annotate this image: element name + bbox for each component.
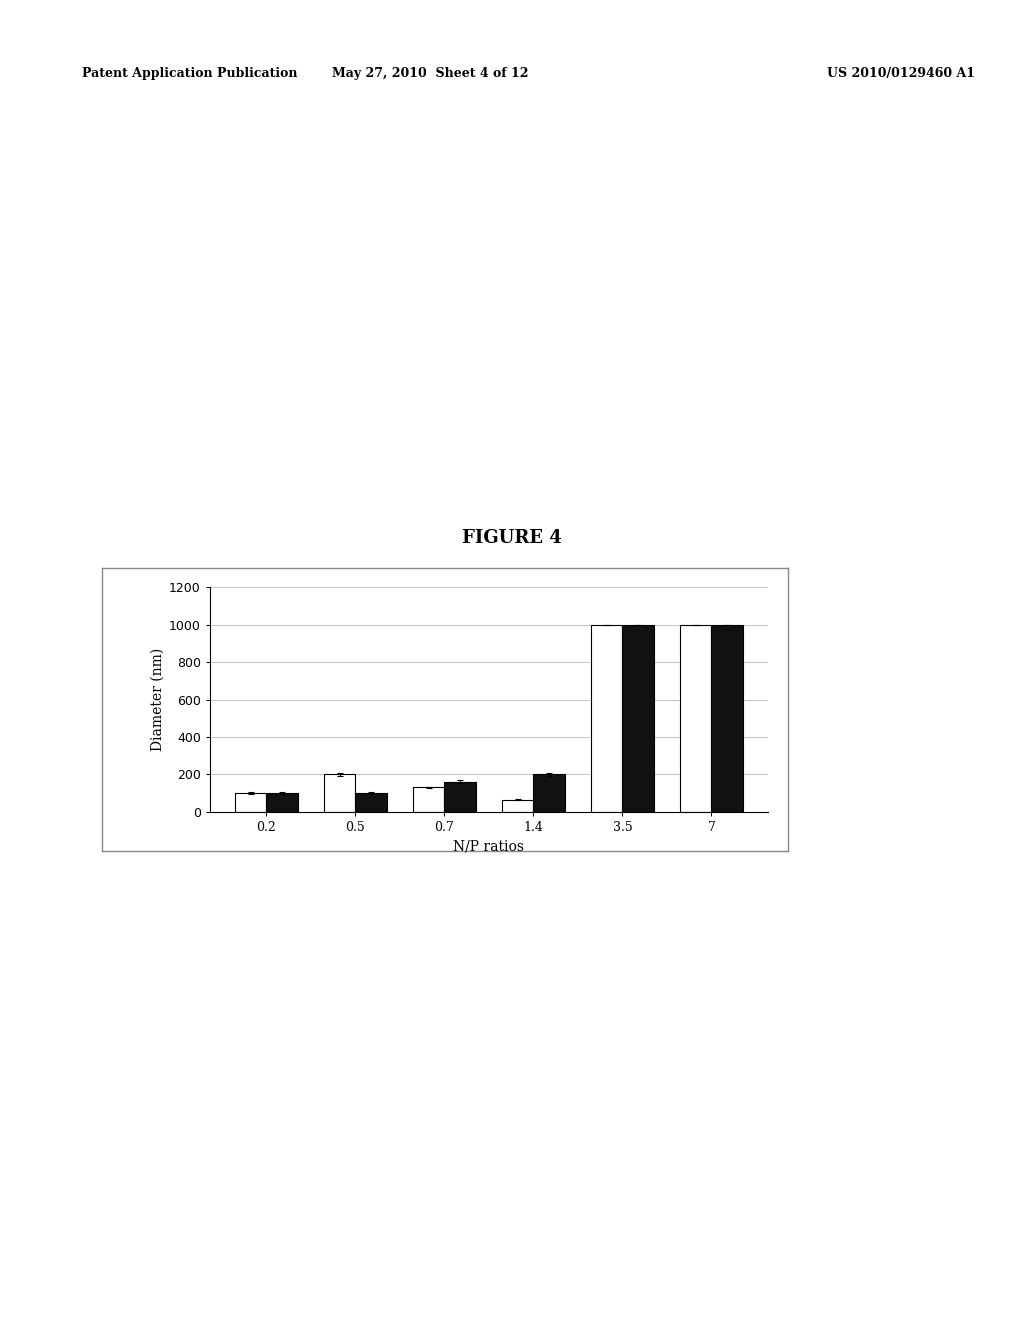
Bar	[414, 788, 444, 812]
Text: FIGURE 4: FIGURE 4	[462, 529, 562, 546]
Bar	[534, 775, 564, 812]
Text: US 2010/0129460 A1: US 2010/0129460 A1	[827, 67, 975, 81]
Bar	[236, 793, 266, 812]
Text: Patent Application Publication: Patent Application Publication	[82, 67, 297, 81]
Bar	[680, 624, 712, 812]
Y-axis label: Diameter (nm): Diameter (nm)	[151, 648, 165, 751]
Bar	[591, 624, 623, 812]
Bar	[355, 793, 387, 812]
Text: May 27, 2010  Sheet 4 of 12: May 27, 2010 Sheet 4 of 12	[332, 67, 528, 81]
Bar	[503, 800, 534, 812]
X-axis label: N/P ratios: N/P ratios	[454, 840, 524, 854]
Bar	[444, 781, 475, 812]
Bar	[712, 624, 742, 812]
Bar	[325, 775, 355, 812]
Bar	[623, 624, 653, 812]
Bar	[266, 793, 298, 812]
